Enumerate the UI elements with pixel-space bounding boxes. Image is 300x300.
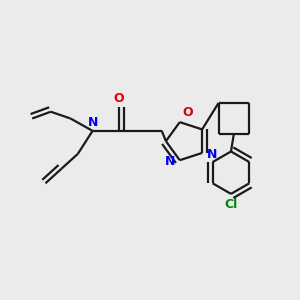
Text: N: N (165, 155, 175, 168)
Text: O: O (114, 92, 124, 105)
Text: O: O (183, 106, 193, 119)
Text: N: N (206, 148, 217, 161)
Text: Cl: Cl (224, 198, 238, 211)
Text: N: N (87, 116, 98, 129)
